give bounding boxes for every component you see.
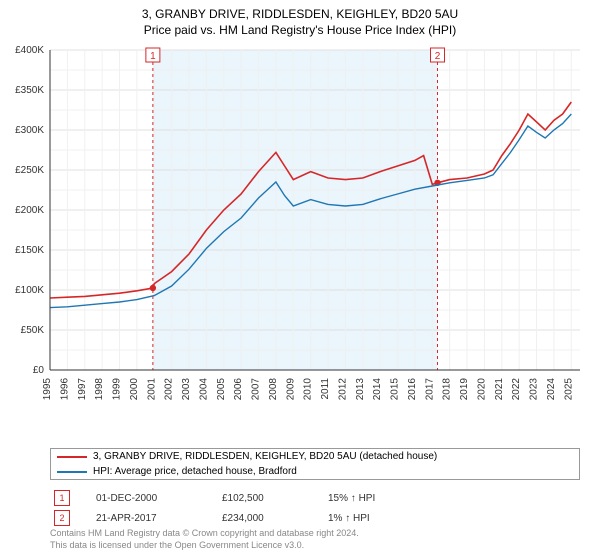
svg-text:2022: 2022 [511,378,522,401]
svg-text:2012: 2012 [337,378,348,401]
svg-text:2016: 2016 [407,378,418,401]
svg-text:2014: 2014 [372,378,383,401]
svg-text:£250K: £250K [15,165,44,176]
sale-marker-2: 2 [54,510,70,526]
sale-price-1: £102,500 [222,493,302,504]
svg-text:2025: 2025 [563,378,574,401]
svg-text:2001: 2001 [146,378,157,401]
svg-text:1: 1 [150,51,156,62]
svg-text:2020: 2020 [476,378,487,401]
svg-text:1998: 1998 [94,378,105,401]
svg-text:1997: 1997 [77,378,88,401]
sale-hpi-2: 1% ↑ HPI [328,513,418,524]
svg-text:2006: 2006 [233,378,244,401]
svg-text:£150K: £150K [15,245,44,256]
title-line-1: 3, GRANBY DRIVE, RIDDLESDEN, KEIGHLEY, B… [0,6,600,22]
legend-label-0: 3, GRANBY DRIVE, RIDDLESDEN, KEIGHLEY, B… [93,451,437,462]
sales-block: 1 01-DEC-2000 £102,500 15% ↑ HPI 2 21-AP… [50,488,578,528]
svg-text:£100K: £100K [15,285,44,296]
chart-container: 3, GRANBY DRIVE, RIDDLESDEN, KEIGHLEY, B… [0,0,600,560]
sale-marker-1: 1 [54,490,70,506]
svg-text:2021: 2021 [494,378,505,401]
legend-row: 3, GRANBY DRIVE, RIDDLESDEN, KEIGHLEY, B… [51,449,579,464]
sale-date-1: 01-DEC-2000 [96,493,196,504]
svg-text:2: 2 [435,51,441,62]
svg-text:2010: 2010 [303,378,314,401]
legend-label-1: HPI: Average price, detached house, Brad… [93,466,297,477]
svg-text:2024: 2024 [546,378,557,401]
chart-svg: 12£0£50K£100K£150K£200K£250K£300K£350K£4… [50,50,580,410]
svg-text:2011: 2011 [320,378,331,400]
svg-text:2004: 2004 [198,378,209,401]
svg-text:2007: 2007 [251,378,262,401]
attribution: Contains HM Land Registry data © Crown c… [50,528,359,551]
svg-text:2008: 2008 [268,378,279,401]
svg-text:1999: 1999 [112,378,123,401]
svg-text:2019: 2019 [459,378,470,401]
svg-text:2009: 2009 [285,378,296,401]
sale-row: 1 01-DEC-2000 £102,500 15% ↑ HPI [50,488,578,508]
svg-text:2000: 2000 [129,378,140,401]
svg-text:2003: 2003 [181,378,192,401]
svg-text:2002: 2002 [164,378,175,401]
sale-date-2: 21-APR-2017 [96,513,196,524]
legend-swatch-blue [57,471,87,473]
title-line-2: Price paid vs. HM Land Registry's House … [0,22,600,38]
svg-text:£350K: £350K [15,85,44,96]
svg-text:£300K: £300K [15,125,44,136]
svg-text:£400K: £400K [15,45,44,56]
attrib-line-2: This data is licensed under the Open Gov… [50,540,359,552]
chart-area: 12£0£50K£100K£150K£200K£250K£300K£350K£4… [50,50,580,410]
svg-text:£200K: £200K [15,205,44,216]
svg-text:1996: 1996 [59,378,70,401]
svg-text:£0: £0 [33,365,45,376]
sale-hpi-1: 15% ↑ HPI [328,493,418,504]
svg-text:2005: 2005 [216,378,227,401]
svg-text:2017: 2017 [424,378,435,401]
attrib-line-1: Contains HM Land Registry data © Crown c… [50,528,359,540]
svg-text:1995: 1995 [42,378,53,401]
svg-text:2013: 2013 [355,378,366,401]
svg-text:£50K: £50K [21,325,45,336]
title-block: 3, GRANBY DRIVE, RIDDLESDEN, KEIGHLEY, B… [0,0,600,38]
sale-price-2: £234,000 [222,513,302,524]
svg-text:2023: 2023 [529,378,540,401]
svg-text:2015: 2015 [390,378,401,401]
svg-text:2018: 2018 [442,378,453,401]
legend-row: HPI: Average price, detached house, Brad… [51,464,579,479]
legend-box: 3, GRANBY DRIVE, RIDDLESDEN, KEIGHLEY, B… [50,448,580,480]
sale-row: 2 21-APR-2017 £234,000 1% ↑ HPI [50,508,578,528]
legend-swatch-red [57,456,87,458]
